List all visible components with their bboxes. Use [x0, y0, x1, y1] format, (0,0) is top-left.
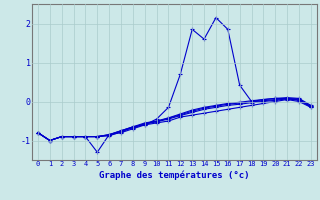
X-axis label: Graphe des températures (°c): Graphe des températures (°c)	[99, 170, 250, 180]
